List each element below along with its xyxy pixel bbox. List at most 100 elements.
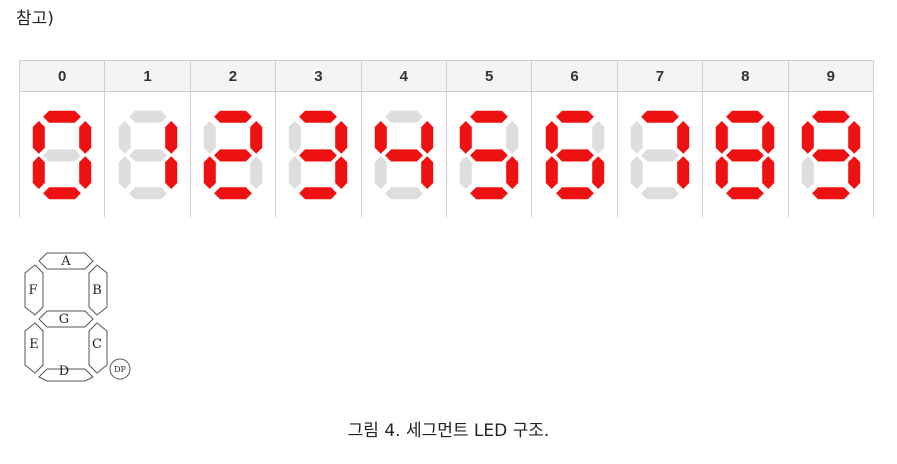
seven-segment-digit-2 [203,110,263,199]
segment-e-off [630,155,643,189]
segment-b-on [677,120,690,154]
digit-cell-7 [616,91,704,217]
segment-e-off [289,155,302,189]
segment-f-off [289,120,302,154]
seven-segment-digit-4 [374,110,433,199]
diagram-dp-circle [109,358,131,380]
segment-c-on [847,155,860,189]
segment-c-on [164,155,177,189]
segment-g-off [128,148,167,161]
segment-g-on [299,148,338,161]
segment-g-on [214,148,252,161]
label-e: E [29,337,39,352]
label-b: B [92,283,102,298]
segment-d-on [299,186,338,199]
segment-c-on [506,155,519,189]
diagram-segment-c [88,322,108,374]
segment-b-on [164,120,177,154]
segment-b-off [591,120,604,154]
segment-e-on [203,155,216,189]
segment-a-on [470,110,509,123]
segment-f-off [203,120,216,154]
segment-d-on [470,186,509,199]
segment-g-on [726,148,765,161]
segment-d-off [384,186,423,199]
segment-a-on [43,110,82,123]
digit-cell-5 [445,91,533,217]
segment-d-on [214,186,252,199]
seven-segment-digit-6 [545,110,604,199]
digit-header-3: 3 [275,60,362,92]
segment-b-on [762,120,775,154]
segment-a-off [384,110,423,123]
segment-g-on [470,148,509,161]
diagram-segment-f [24,264,44,316]
segment-f-off [118,120,131,154]
segment-e-off [459,155,472,189]
seven-segment-digit-9 [801,110,860,199]
digit-cell-1 [104,91,191,217]
segment-c-on [677,155,690,189]
segment-b-on [420,120,433,154]
digit-header-5: 5 [445,60,533,92]
segment-a-off [128,110,167,123]
segment-d-on [726,186,765,199]
seven-segment-digit-1 [118,110,177,199]
segment-structure-diagram: A F B G E C D DP [24,252,131,382]
seven-segment-digit-7 [630,110,690,199]
segment-b-on [79,120,92,154]
segment-b-off [506,120,519,154]
seven-segment-digit-8 [716,110,775,199]
segment-f-on [374,120,387,154]
segment-b-on [250,120,263,154]
digit-cell-3 [275,91,362,217]
segment-a-on [811,110,850,123]
segment-c-on [79,155,92,189]
intro-text: 참고) [16,9,54,29]
digit-cell-2 [189,91,277,217]
digit-header-6: 6 [531,60,618,92]
digit-display-row [18,91,875,217]
segment-c-off [250,155,263,189]
segment-d-on [43,186,82,199]
segment-c-on [762,155,775,189]
segment-a-on [726,110,765,123]
segment-e-off [801,155,814,189]
digit-header-7: 7 [616,60,704,92]
segment-f-on [459,120,472,154]
digit-cell-0 [18,91,106,217]
segment-g-on [384,148,423,161]
segment-g-on [811,148,850,161]
digit-cell-8 [702,91,789,217]
diagram-segment-e [24,322,44,374]
segment-e-off [118,155,131,189]
digit-header-8: 8 [702,60,789,92]
diagram-segment-b [88,264,108,316]
figure-caption: 그림 4. 세그먼트 LED 구조. [347,421,550,441]
segment-a-on [214,110,252,123]
segment-a-on [641,110,679,123]
label-c: C [92,337,102,352]
digit-header-1: 1 [104,60,191,92]
segment-e-on [716,155,729,189]
segment-d-on [555,186,594,199]
digit-header-0: 0 [18,60,106,92]
label-f: F [28,283,37,298]
segment-d-off [641,186,679,199]
label-g: G [59,312,69,327]
segment-g-on [555,148,594,161]
digit-cell-6 [531,91,618,217]
segment-c-on [335,155,348,189]
segment-b-on [335,120,348,154]
diagram-segment-d [38,368,94,382]
segment-f-off [630,120,643,154]
segment-f-on [801,120,814,154]
label-d: D [59,364,69,379]
segment-e-on [545,155,558,189]
segment-d-on [811,186,850,199]
segment-e-on [32,155,45,189]
segment-f-on [716,120,729,154]
label-a: A [60,254,71,269]
